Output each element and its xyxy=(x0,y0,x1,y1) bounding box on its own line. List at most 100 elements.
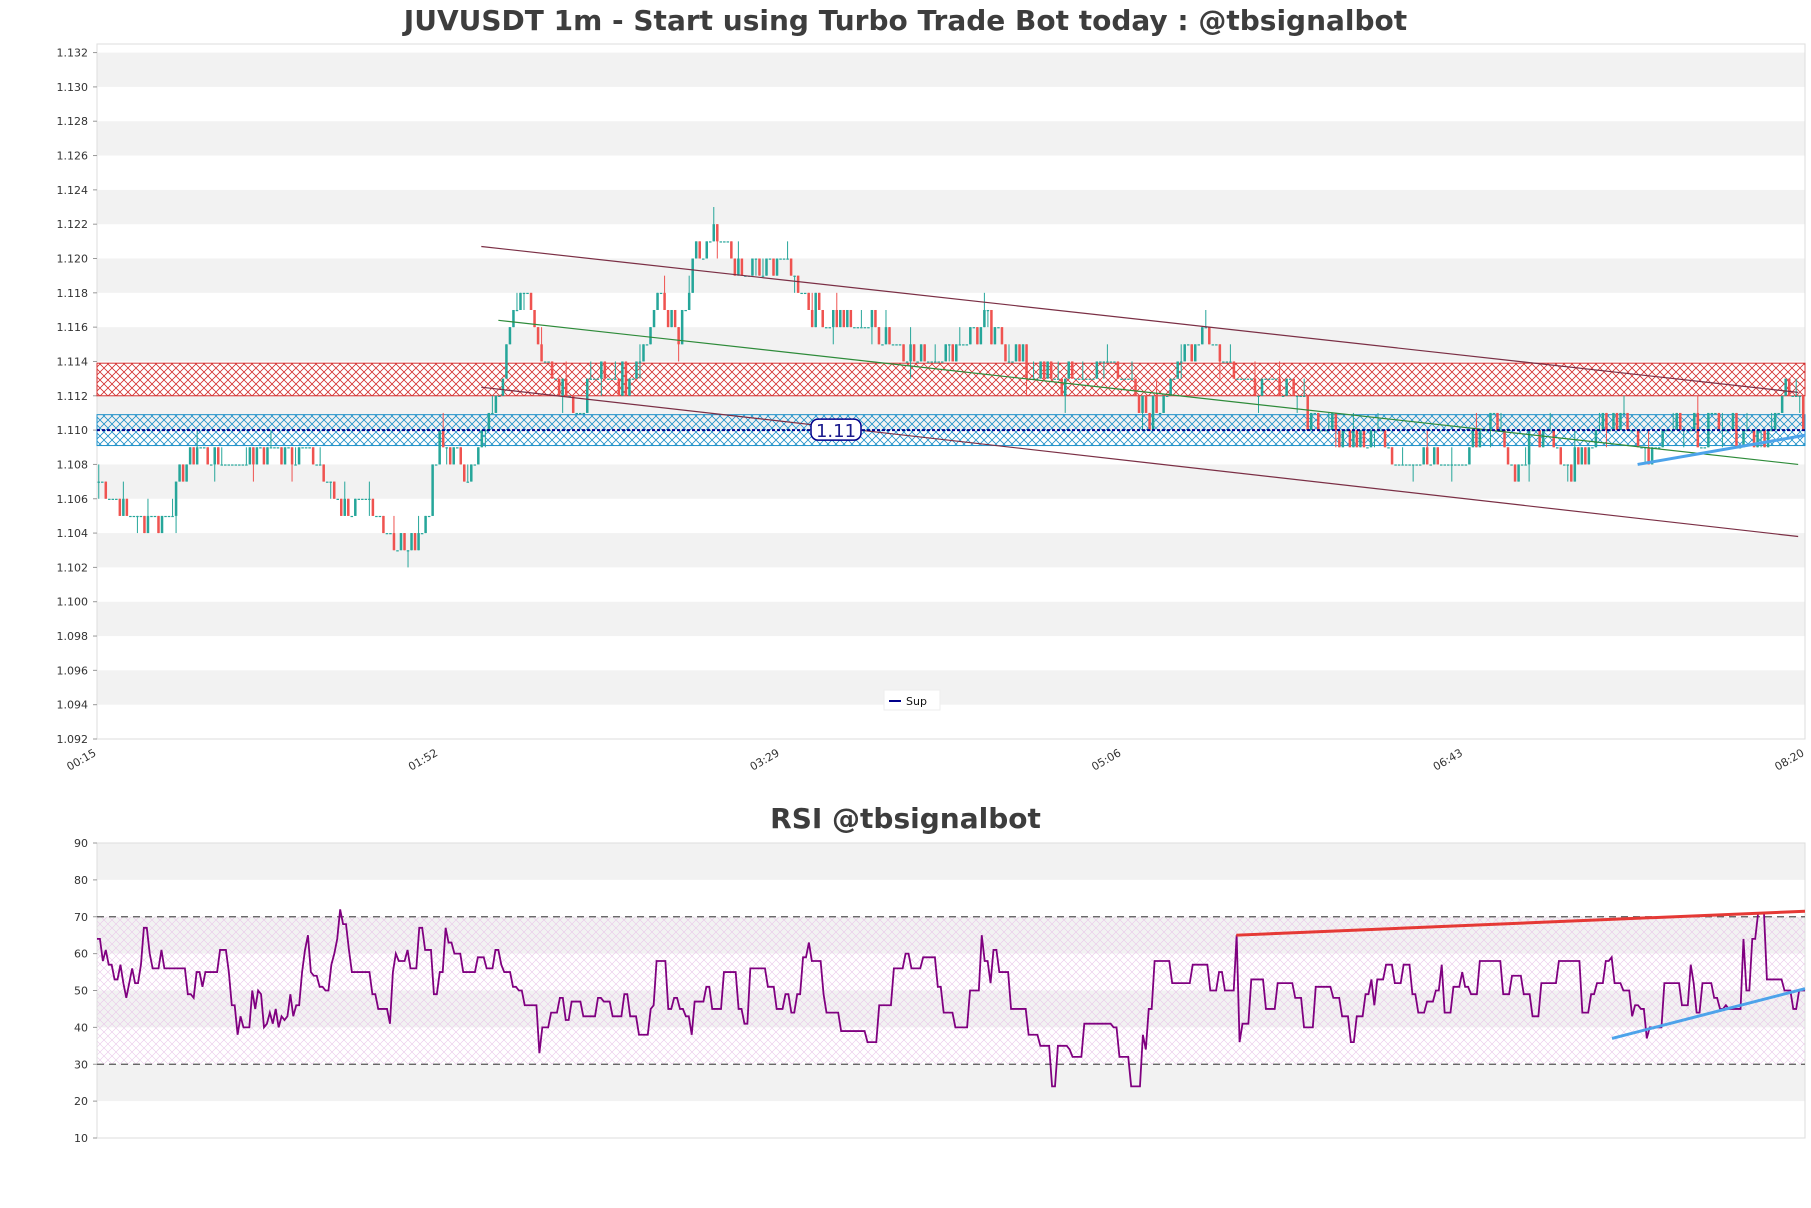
candle-body xyxy=(997,327,1000,329)
y-tick-label: 1.122 xyxy=(57,218,89,231)
candle-body xyxy=(104,481,108,499)
candle-body xyxy=(782,258,786,260)
candle-body xyxy=(554,378,557,380)
candle-body xyxy=(255,447,259,465)
candle-body xyxy=(687,292,691,310)
grid-band xyxy=(97,601,1805,637)
candle-body xyxy=(1271,378,1274,380)
grid-band xyxy=(97,258,1805,293)
candle-body xyxy=(343,498,347,516)
candle-body xyxy=(582,412,586,415)
candle-body xyxy=(719,241,723,243)
candle-body xyxy=(1109,361,1113,363)
candle-body xyxy=(698,241,701,259)
candle-body xyxy=(1742,430,1745,448)
candle-body xyxy=(666,309,670,328)
candle-body xyxy=(136,515,139,518)
candle-body xyxy=(768,258,772,260)
candle-body xyxy=(1791,395,1794,397)
candle-body xyxy=(600,361,603,379)
candle-body xyxy=(1538,430,1541,448)
candle-body xyxy=(1770,430,1773,432)
grid-band xyxy=(97,327,1805,362)
candle-body xyxy=(1436,447,1440,465)
candle-body xyxy=(628,378,631,396)
candle-body xyxy=(1063,378,1067,396)
candle-body xyxy=(361,498,364,500)
candle-body xyxy=(955,344,958,362)
candle-body xyxy=(652,309,656,328)
candle-body xyxy=(1197,344,1201,346)
candle-body xyxy=(754,258,758,260)
grid-band xyxy=(97,533,1805,568)
rsi-y-tick-label: 40 xyxy=(74,1021,88,1034)
candle-body xyxy=(1394,464,1397,466)
candle-body xyxy=(1148,412,1151,431)
candle-body xyxy=(1172,378,1176,380)
candle-body xyxy=(765,258,768,276)
candle-body xyxy=(357,498,361,500)
candle-body xyxy=(466,481,470,483)
candle-body xyxy=(480,430,484,448)
candle-body xyxy=(1331,412,1334,431)
candle-body xyxy=(245,464,248,466)
rsi-grid-band xyxy=(97,843,1805,880)
candle-body xyxy=(1415,464,1418,466)
rsi-y-tick-label: 70 xyxy=(74,911,88,924)
candle-body xyxy=(867,327,870,329)
candle-body xyxy=(1425,447,1429,465)
candle-body xyxy=(1383,430,1387,448)
candle-body xyxy=(1517,464,1520,482)
candle-body xyxy=(1278,378,1281,396)
candle-body xyxy=(659,292,663,295)
candle-body xyxy=(1615,412,1619,431)
candle-body xyxy=(1060,378,1063,396)
candle-body xyxy=(462,464,466,482)
candle-body xyxy=(673,309,677,328)
y-tick-label: 1.108 xyxy=(57,458,89,471)
candle-body xyxy=(1239,378,1243,380)
candle-body xyxy=(614,378,617,380)
candle-body xyxy=(709,241,712,243)
candle-body xyxy=(139,515,143,518)
candle-body xyxy=(944,344,947,362)
candle-body xyxy=(1784,378,1787,396)
candle-body xyxy=(1190,344,1193,362)
candle-body xyxy=(1401,464,1404,466)
candle-body xyxy=(1264,378,1267,380)
candle-body xyxy=(1302,395,1306,397)
candle-body xyxy=(1496,412,1499,431)
candle-body xyxy=(930,361,933,363)
candle-body xyxy=(1626,412,1629,431)
candle-body xyxy=(1432,447,1436,465)
candle-body xyxy=(1678,412,1682,431)
candle-body xyxy=(1780,395,1784,413)
candle-body xyxy=(912,344,916,362)
candle-body xyxy=(761,275,765,277)
candle-body xyxy=(1309,412,1313,431)
candle-body xyxy=(248,447,252,465)
candle-body xyxy=(670,309,673,328)
candle-body xyxy=(1735,412,1738,448)
zone-0 xyxy=(96,362,1806,397)
legend-box xyxy=(883,689,941,711)
candle-body xyxy=(484,430,487,432)
candle-body xyxy=(1092,378,1095,380)
candle-body xyxy=(638,361,642,363)
y-tick-label: 1.118 xyxy=(57,287,89,300)
candle-body xyxy=(1011,361,1014,363)
candle-body xyxy=(322,464,325,482)
candle-body xyxy=(1000,327,1004,345)
candle-body xyxy=(1612,412,1615,431)
candle-body xyxy=(817,292,821,310)
candle-body xyxy=(1640,447,1643,449)
candle-body xyxy=(1654,447,1657,449)
candle-body xyxy=(1179,361,1183,363)
rsi-y-tick-label: 80 xyxy=(74,874,88,887)
candle-body xyxy=(178,464,181,482)
candle-body xyxy=(487,412,491,431)
candle-body xyxy=(853,327,856,329)
candle-body xyxy=(470,464,473,482)
candle-body xyxy=(1067,361,1070,379)
